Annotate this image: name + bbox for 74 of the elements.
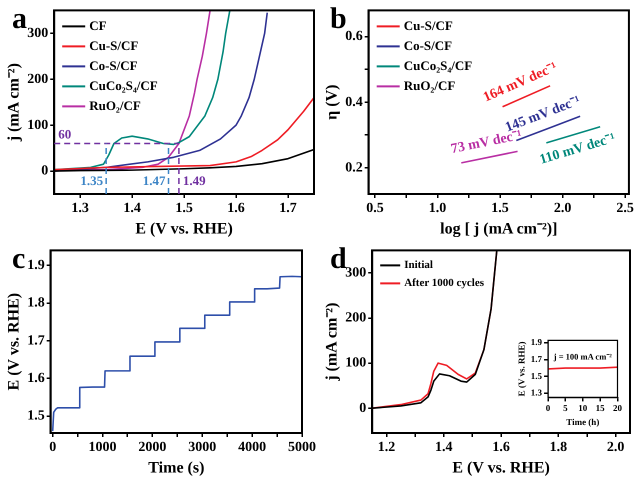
y-axis-title: E (V vs. RHE) (516, 341, 527, 396)
y-tick-label: 0.4 (345, 94, 363, 110)
x-tick-label: 1.0 (428, 201, 446, 216)
y-tick-label: 1.3 (530, 388, 543, 398)
y-tick-label: 1.7 (530, 354, 543, 364)
y-tick-label: 1.5 (530, 370, 543, 381)
y-axis-title: j (mA cm⁻²) (6, 63, 23, 142)
x-tick-label: 1.6 (492, 440, 510, 456)
y-tick-label: 0.6 (345, 29, 363, 44)
chart-title: d (330, 242, 347, 275)
x-axis-title: E (V vs. RHE) (452, 460, 550, 477)
x-tick-label: 3000 (188, 440, 216, 456)
legend-label: Co-S/CF (404, 38, 452, 53)
x-tick-label: 1000 (88, 440, 117, 456)
legend-label: RuO₂/CF (404, 78, 456, 93)
x-tick-label: 2.0 (554, 201, 572, 216)
legend-label: After 1000 cycles (404, 277, 485, 290)
x-tick-label: 1.7 (279, 201, 297, 216)
y-tick-label: 300 (27, 26, 48, 41)
legend-label: CuCo₂S₄/CF (404, 58, 472, 73)
legend-label: CuCo₂S₄/CF (89, 78, 158, 93)
x-tick-label: 2.5 (616, 201, 634, 216)
x-tick-label: 15 (596, 403, 606, 414)
x-tick-label: 0 (546, 403, 551, 414)
x-tick-label: 1.4 (123, 201, 141, 216)
ref-line-label: 60 (58, 126, 72, 142)
legend-label: Cu-S/CF (89, 38, 138, 53)
y-axis-title: E (V vs. RHE) (6, 292, 23, 390)
y-axis-title: j (mA cm⁻²) (324, 302, 341, 382)
y-tick-label: 1.8 (27, 296, 45, 311)
x-tick-label: 1.5 (175, 201, 193, 216)
annotation: 110 mV dec⁻¹ (538, 130, 618, 168)
annotation: j = 100 mA cm⁻² (552, 351, 612, 362)
x-axis-title: Time (h) (566, 416, 600, 427)
chart-title: c (12, 242, 26, 275)
y-tick-label: 1.6 (27, 371, 45, 386)
ref-line-label: 1.49 (182, 172, 206, 188)
ref-line-label: 1.47 (142, 172, 166, 188)
legend-label: RuO₂/CF (89, 98, 141, 113)
x-tick-label: 1.5 (491, 201, 509, 216)
x-tick-label: 2.0 (606, 440, 624, 456)
y-tick-label: 1.9 (530, 337, 543, 348)
x-tick-label: 1.4 (435, 440, 453, 456)
y-tick-label: 1.7 (27, 333, 45, 348)
x-tick-label: 2000 (138, 440, 166, 456)
chart-title: a (12, 2, 27, 35)
chart-title: b (330, 2, 347, 35)
x-tick-label: 5000 (288, 440, 316, 456)
legend-label: Initial (404, 259, 433, 272)
legend-label: Co-S/CF (89, 58, 138, 73)
y-tick-label: 1.9 (27, 258, 45, 274)
y-tick-label: 200 (345, 310, 366, 326)
x-tick-label: 1.6 (227, 201, 245, 216)
x-tick-label: 5 (563, 403, 568, 414)
x-axis-title: log [ j (mA cm⁻²)] (440, 220, 558, 238)
ref-line-label: 1.35 (80, 172, 104, 188)
x-tick-label: 1.3 (71, 201, 89, 216)
x-tick-label: 0.5 (366, 201, 384, 216)
x-tick-label: 1.2 (378, 440, 396, 456)
x-tick-label: 4000 (238, 440, 266, 456)
y-tick-label: 0.2 (345, 160, 363, 176)
y-tick-label: 300 (345, 266, 366, 281)
x-axis-title: E (V vs. RHE) (135, 220, 233, 238)
x-tick-label: 10 (578, 403, 588, 414)
y-tick-label: 0 (41, 164, 48, 179)
legend-label: CF (89, 18, 107, 33)
y-tick-label: 100 (345, 356, 366, 371)
x-axis-title: Time (s) (148, 460, 204, 477)
y-tick-label: 200 (27, 72, 48, 87)
x-tick-label: 1.8 (550, 440, 568, 456)
y-axis-title: η (V) (324, 84, 341, 120)
x-tick-label: 20 (613, 403, 622, 414)
y-tick-label: 100 (27, 118, 48, 133)
legend-label: Cu-S/CF (404, 18, 453, 33)
